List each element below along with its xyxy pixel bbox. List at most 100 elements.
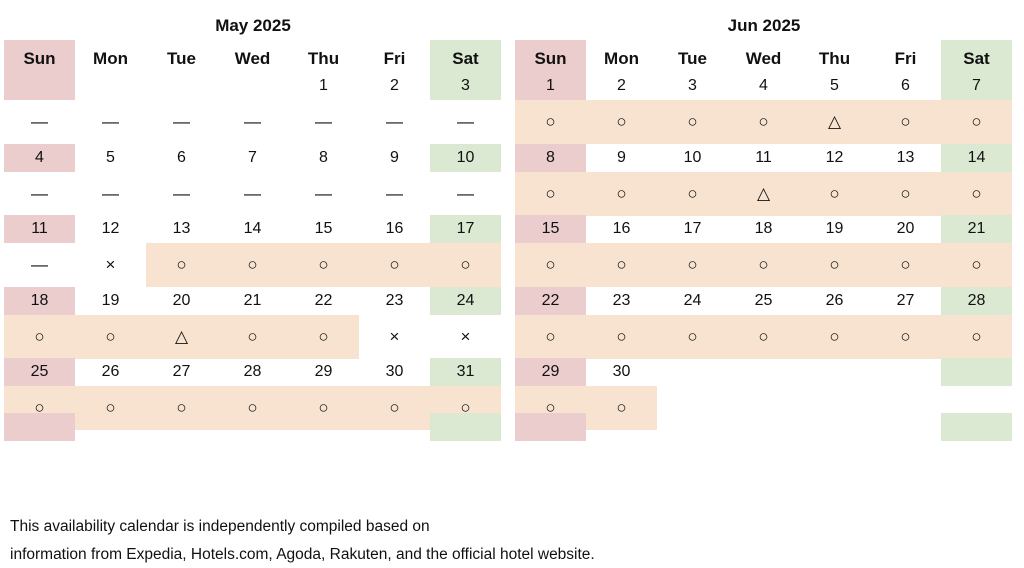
day-number	[217, 72, 288, 100]
availability-mark: ○	[288, 315, 359, 359]
day-number: 18	[754, 220, 773, 237]
availability-mark	[728, 386, 799, 430]
availability-mark: ○	[359, 243, 430, 287]
day-number: 12	[101, 220, 120, 237]
availability-mark: ○	[4, 315, 75, 359]
weekday-header-thu: Thu	[818, 49, 851, 68]
day-number: 3	[688, 77, 697, 94]
day-number	[4, 72, 75, 100]
day-number: 10	[683, 149, 702, 166]
availability-mark: ○	[657, 100, 728, 144]
availability-mark: —	[102, 112, 119, 131]
availability-mark: ○	[657, 315, 728, 359]
day-number: 11	[4, 215, 75, 243]
availability-mark: ○	[146, 386, 217, 430]
day-number: 26	[101, 363, 120, 380]
availability-mark: ○	[870, 172, 941, 216]
availability-mark: ○	[799, 243, 870, 287]
availability-mark: ×	[389, 327, 400, 346]
availability-mark: ○	[515, 100, 586, 144]
day-number	[146, 72, 217, 100]
day-number: 29	[314, 363, 333, 380]
availability-mark: —	[315, 184, 332, 203]
day-number: 30	[385, 363, 404, 380]
day-number: 20	[896, 220, 915, 237]
sunday-column-end	[4, 413, 75, 441]
weekday-header-mon: Mon	[604, 49, 639, 68]
footnote-line-2: information from Expedia, Hotels.com, Ag…	[10, 546, 595, 563]
availability-mark: ○	[657, 243, 728, 287]
sunday-column-end	[515, 413, 586, 441]
day-number: 11	[755, 149, 772, 166]
availability-mark: —	[31, 184, 48, 203]
availability-mark: ○	[515, 172, 586, 216]
availability-mark: ○	[586, 172, 657, 216]
day-number: 16	[385, 220, 404, 237]
availability-mark: ○	[728, 315, 799, 359]
availability-mark: —	[386, 112, 403, 131]
availability-mark: ○	[941, 172, 1012, 216]
availability-mark: ×	[460, 327, 471, 346]
availability-mark: ○	[586, 100, 657, 144]
availability-mark: ○	[586, 386, 657, 430]
day-number: 9	[617, 149, 626, 166]
availability-mark: ○	[146, 243, 217, 287]
availability-mark: —	[173, 112, 190, 131]
day-number: 8	[515, 144, 586, 172]
availability-mark: ○	[657, 172, 728, 216]
day-number: 27	[172, 363, 191, 380]
availability-mark: ○	[288, 386, 359, 430]
day-number: 5	[830, 77, 839, 94]
day-number: 30	[612, 363, 631, 380]
day-number: 8	[319, 149, 328, 166]
weekday-header-fri: Fri	[383, 49, 406, 68]
month-title: May 2025	[215, 16, 291, 35]
day-number: 21	[243, 292, 262, 309]
availability-mark: ○	[870, 315, 941, 359]
weekday-header-mon: Mon	[93, 49, 128, 68]
day-number: 13	[896, 149, 915, 166]
availability-mark: —	[386, 184, 403, 203]
availability-mark: ○	[870, 100, 941, 144]
day-number: 5	[106, 149, 115, 166]
day-number: 31	[430, 358, 501, 386]
availability-mark: ○	[941, 315, 1012, 359]
day-number: 22	[314, 292, 333, 309]
availability-mark: ○	[515, 243, 586, 287]
availability-mark: —	[244, 112, 261, 131]
availability-mark: ×	[105, 255, 116, 274]
day-number: 19	[101, 292, 120, 309]
day-number	[75, 72, 146, 100]
day-number: 6	[177, 149, 186, 166]
availability-mark: —	[31, 112, 48, 131]
day-number	[799, 358, 870, 386]
availability-mark: ○	[941, 243, 1012, 287]
day-number: 14	[941, 144, 1012, 172]
day-number: 1	[319, 77, 328, 94]
day-number: 23	[612, 292, 631, 309]
saturday-column-end	[941, 413, 1012, 441]
day-number: 3	[430, 72, 501, 100]
weekday-header-wed: Wed	[745, 49, 782, 68]
weekday-header-fri: Fri	[894, 49, 917, 68]
availability-mark: ○	[217, 386, 288, 430]
availability-mark: —	[173, 184, 190, 203]
weekday-header-thu: Thu	[307, 49, 340, 68]
day-number: 26	[825, 292, 844, 309]
day-number: 7	[941, 72, 1012, 100]
availability-mark: —	[457, 184, 474, 203]
day-number: 7	[248, 149, 257, 166]
weekday-header-tue: Tue	[678, 49, 707, 68]
availability-mark	[870, 386, 941, 430]
day-number: 21	[941, 215, 1012, 243]
availability-mark	[657, 386, 728, 430]
availability-mark: ○	[359, 386, 430, 430]
availability-mark: ○	[430, 243, 501, 287]
day-number: 19	[825, 220, 844, 237]
day-number: 20	[172, 292, 191, 309]
availability-mark: ○	[217, 243, 288, 287]
day-number	[941, 358, 1012, 386]
availability-mark: ○	[799, 172, 870, 216]
availability-mark: ○	[941, 100, 1012, 144]
day-number: 17	[430, 215, 501, 243]
